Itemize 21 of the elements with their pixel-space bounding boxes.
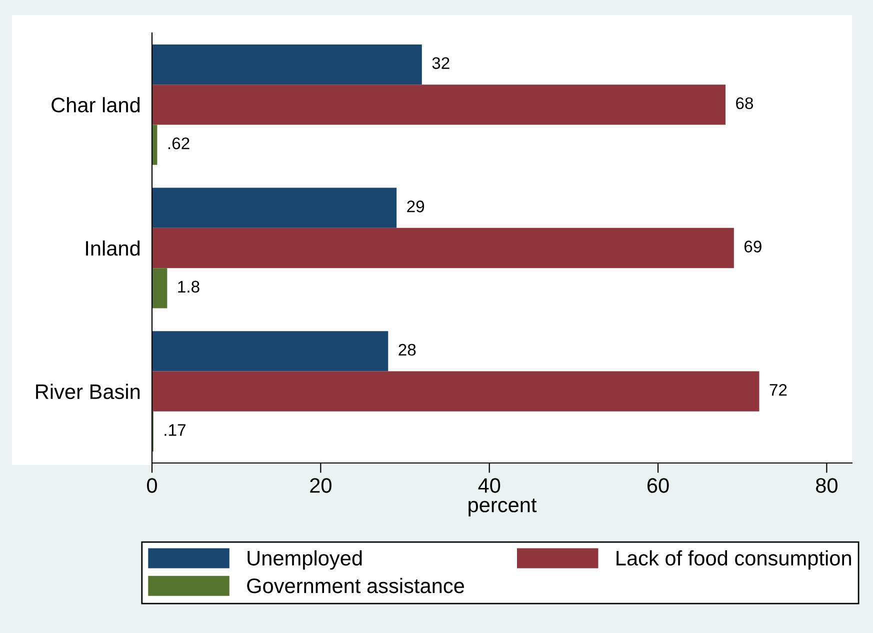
y-tick-label: Char land (52, 97, 140, 112)
x-tick-label: 40 (478, 478, 500, 493)
data-label: 72 (770, 384, 787, 396)
data-label: 68 (736, 97, 754, 110)
legend-label: Government assistance (247, 578, 464, 594)
data-label: .17 (164, 424, 186, 436)
data-label: 69 (744, 240, 762, 252)
x-tick-label: 80 (816, 478, 838, 493)
x-tick-label: 20 (310, 478, 332, 493)
data-label: .62 (168, 137, 190, 150)
legend-label: Lack of food consumption (616, 550, 851, 570)
y-tick-label: Inland (86, 240, 140, 256)
data-label: 29 (407, 200, 424, 212)
data-label: 1.8 (178, 280, 200, 293)
y-tick-label: River Basin (36, 384, 140, 400)
x-tick-label: 60 (647, 478, 669, 493)
x-tick-label: 0 (147, 478, 157, 493)
data-label: 32 (432, 57, 450, 70)
legend-label: Unemployed (248, 550, 362, 570)
x-axis-title: percent (468, 498, 537, 516)
data-label: 28 (398, 344, 416, 356)
